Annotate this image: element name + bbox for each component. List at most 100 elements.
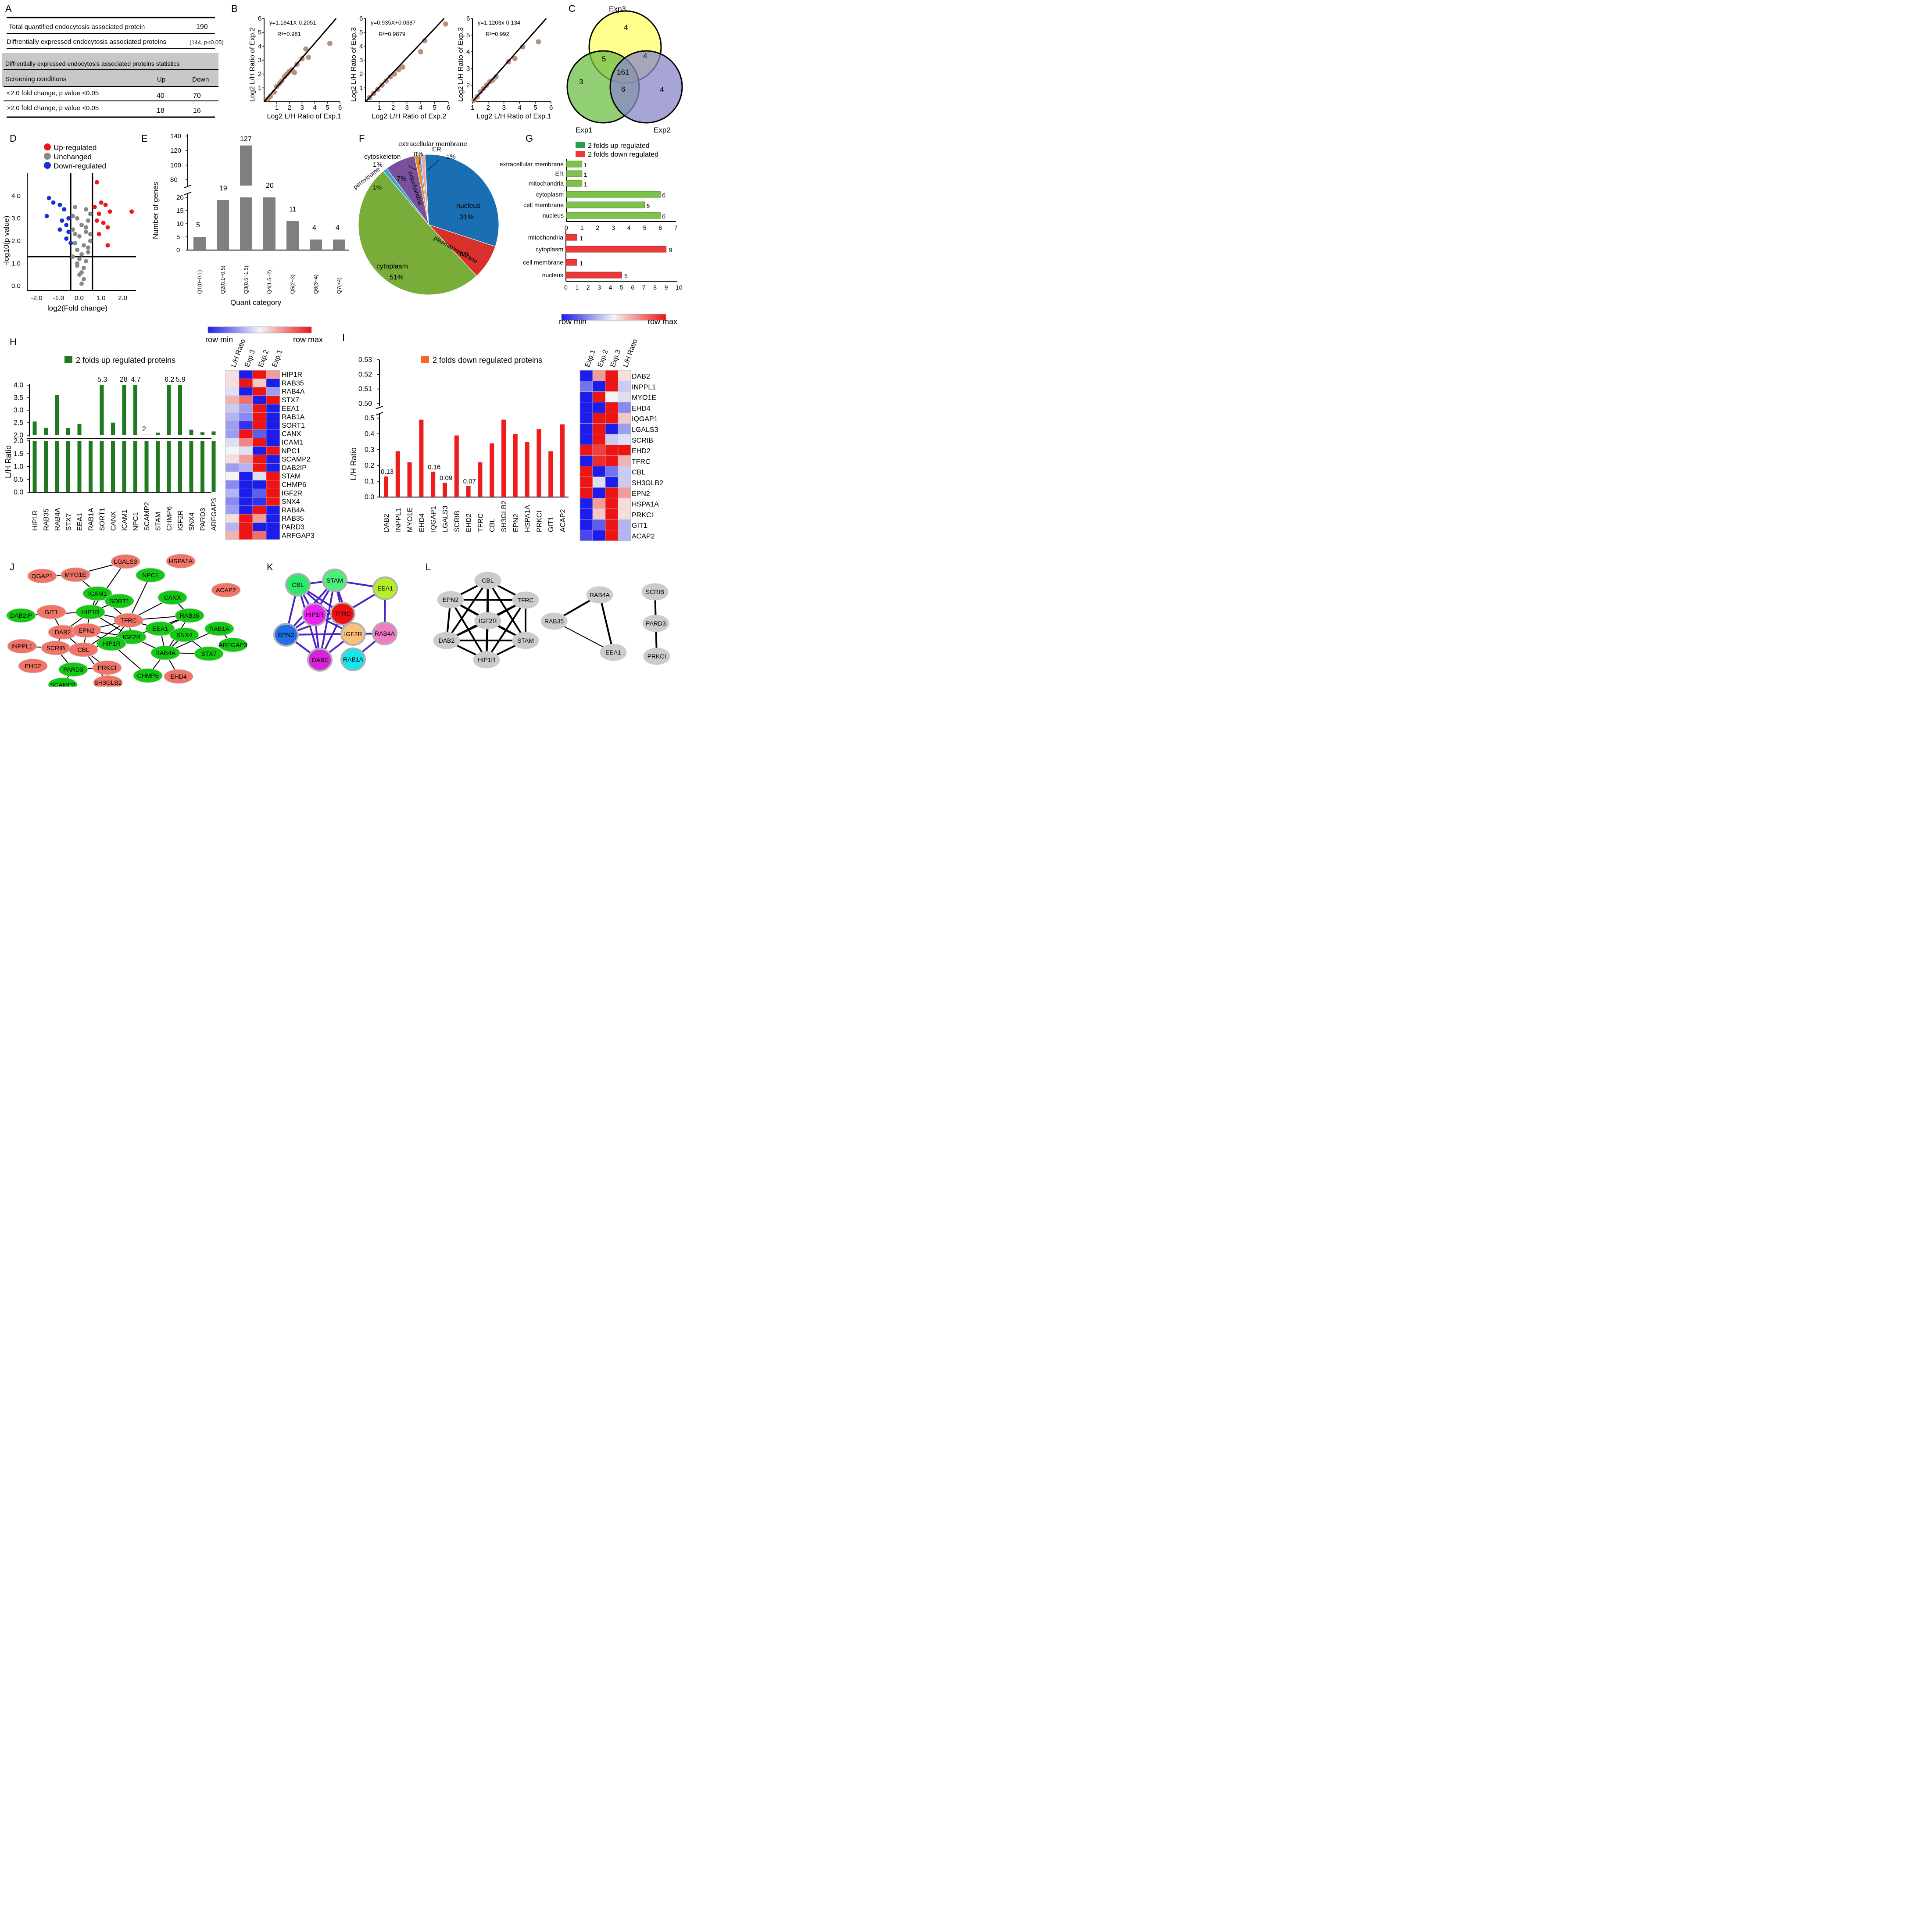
heatmap-cell <box>592 402 606 413</box>
heatmap-column-label: Exp.2 <box>597 349 610 368</box>
network-node-label: LGALS3 <box>114 558 137 565</box>
x-tick-label: RAB4A <box>54 508 61 531</box>
heatmap-cell <box>618 444 631 456</box>
heatmap-cell <box>225 370 240 379</box>
venn-count: 4 <box>624 23 628 32</box>
network-node <box>642 615 669 632</box>
network-node-label: DAB2 <box>439 637 455 644</box>
heatmap-cell <box>592 498 606 509</box>
heatmap-cell <box>266 505 280 515</box>
x-tick-label: HSPA1A <box>524 505 532 532</box>
network-node-label: EPN2 <box>278 631 294 638</box>
network-node <box>175 608 204 623</box>
heatmap-cell <box>266 454 280 464</box>
x-tick-label: Q2(0.1~0.5) <box>220 266 226 294</box>
network-node-label: EHD4 <box>170 673 187 680</box>
category-label: cytoplasm <box>536 246 563 253</box>
legend-label: 2 folds up regulated <box>588 142 650 150</box>
x-tick-label: 5 <box>326 104 329 111</box>
x-tick-label: ARFGAP3 <box>211 498 218 531</box>
x-tick-label: 9 <box>665 284 668 291</box>
x-tick-label: Q1(0~0.1) <box>197 270 203 294</box>
heatmap-cell <box>252 404 267 413</box>
legend-swatch <box>44 162 51 169</box>
y-tick-label: 5 <box>258 29 261 36</box>
table-cell-up: 40 <box>157 92 165 100</box>
x-tick-label: LGALS3 <box>442 505 449 532</box>
y-tick-label: 1.0 <box>14 463 23 471</box>
heatmap-cell <box>266 522 280 531</box>
legend-label: Down-regulated <box>54 162 106 170</box>
up-point <box>97 232 101 236</box>
bar <box>211 441 216 492</box>
bar <box>111 441 115 492</box>
heatmap-cell <box>225 438 240 447</box>
bar <box>189 441 193 492</box>
bar-value-label: 6 <box>662 213 665 220</box>
y-tick-label: 0.1 <box>365 478 374 485</box>
venn-set-label: Exp1 <box>576 126 593 134</box>
heatmap-cell <box>266 438 280 447</box>
regression-line <box>365 18 445 102</box>
panel-letter-k: K <box>267 562 273 572</box>
bar <box>310 240 322 250</box>
x-tick-label: Q7(>4) <box>336 277 342 294</box>
heatmap-cell <box>266 531 280 540</box>
panel-c-venn: Exp3 Exp1 Exp2 4 3 4 5 4 6 161 <box>566 5 683 134</box>
heatmap-row-label: RAB4A <box>282 507 305 514</box>
y-axis-title: L/H Ratio <box>349 447 358 480</box>
heatmap-cell <box>225 514 240 523</box>
heatmap-cell <box>618 370 631 381</box>
x-tick-label: 10 <box>676 284 683 291</box>
panel-letter-j: J <box>10 562 14 572</box>
x-tick-label: CANX <box>110 511 118 531</box>
bar-upper-segment <box>240 145 252 186</box>
down-point <box>66 216 71 221</box>
network-node-label: EHD2 <box>25 662 41 669</box>
bar <box>384 476 388 497</box>
category-label: ER <box>555 170 564 177</box>
x-tick-label: ACAP2 <box>559 509 567 532</box>
heatmap-cell <box>605 434 619 445</box>
bar <box>240 197 252 250</box>
legend-label: Up-regulated <box>54 143 97 152</box>
heatmap-cell <box>592 487 606 498</box>
r-squared: R²=0.981 <box>277 31 301 37</box>
network-node-label: PARD3 <box>646 620 666 627</box>
x-tick-label: 1 <box>378 104 381 111</box>
heatmap-cell <box>239 438 253 447</box>
network-node <box>92 660 122 675</box>
heatmap-cell <box>252 514 267 523</box>
network-node-label: HIP1R <box>305 611 323 618</box>
y-tick-label: 6 <box>466 15 470 22</box>
network-node-label: CHMP6 <box>137 672 158 679</box>
network-node <box>512 632 539 649</box>
network-node <box>211 583 241 597</box>
network-node-label: RAB4A <box>375 630 395 637</box>
data-point <box>383 78 389 84</box>
panel-letter-h: H <box>10 336 17 347</box>
up-point <box>94 180 99 185</box>
x-tick-label: RAB35 <box>43 508 50 531</box>
unchanged-point <box>86 245 90 250</box>
unchanged-point <box>81 277 86 282</box>
y-tick-label: 0.51 <box>358 386 372 393</box>
heatmap-cell <box>618 476 631 488</box>
heatmap-cell <box>225 480 240 489</box>
bar <box>178 441 182 492</box>
heatmap-row-label: ICAM1 <box>282 439 303 446</box>
bar-upper-segment <box>133 385 137 435</box>
heatmap-cell <box>592 530 606 541</box>
x-tick-label: ICAM1 <box>121 509 129 531</box>
x-tick-label: 4 <box>313 104 316 111</box>
down-point <box>64 223 69 228</box>
network-node <box>104 594 134 608</box>
heatmap-cell <box>605 402 619 413</box>
network-node <box>473 651 500 669</box>
y-tick-label: 4 <box>359 43 363 50</box>
data-point <box>536 39 541 45</box>
heatmap-row-label: RAB35 <box>282 379 304 387</box>
heatmap-cell <box>580 444 593 456</box>
table-cell-down: 16 <box>193 107 201 114</box>
x-tick-label: EPN2 <box>512 514 520 532</box>
